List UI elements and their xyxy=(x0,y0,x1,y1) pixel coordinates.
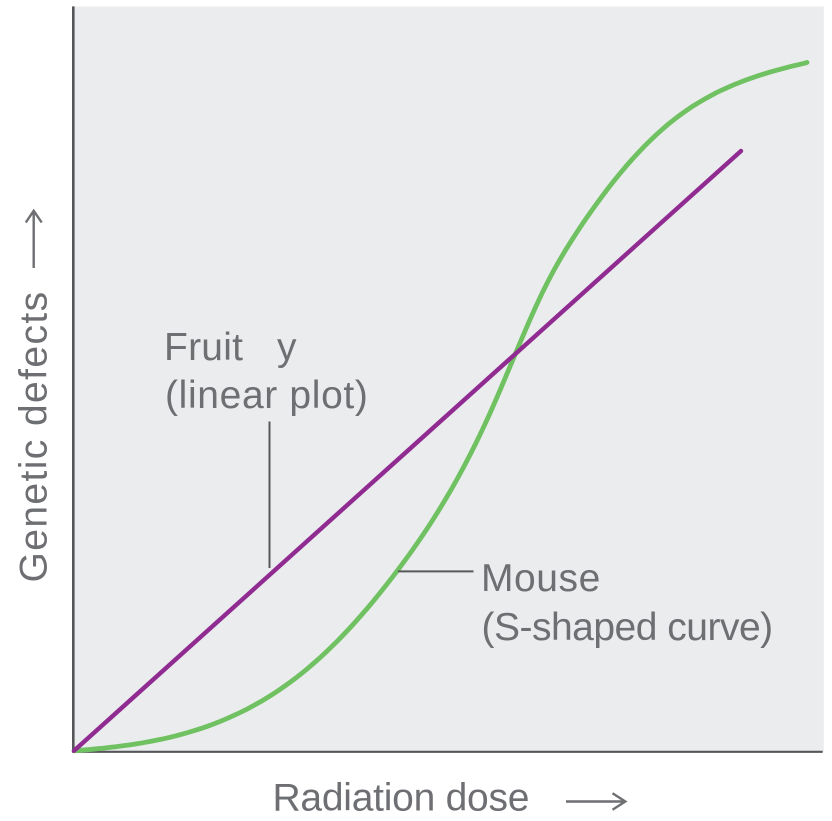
svg-text:Genetic defects: Genetic defects xyxy=(13,291,56,583)
svg-text:Mouse: Mouse xyxy=(481,557,601,600)
svg-text:y: y xyxy=(277,326,297,369)
svg-text:Fruit: Fruit xyxy=(164,326,243,369)
svg-text:Radiation dose: Radiation dose xyxy=(273,777,530,820)
svg-text:(S-shaped curve): (S-shaped curve) xyxy=(482,606,773,649)
svg-text:(linear plot): (linear plot) xyxy=(165,374,369,417)
